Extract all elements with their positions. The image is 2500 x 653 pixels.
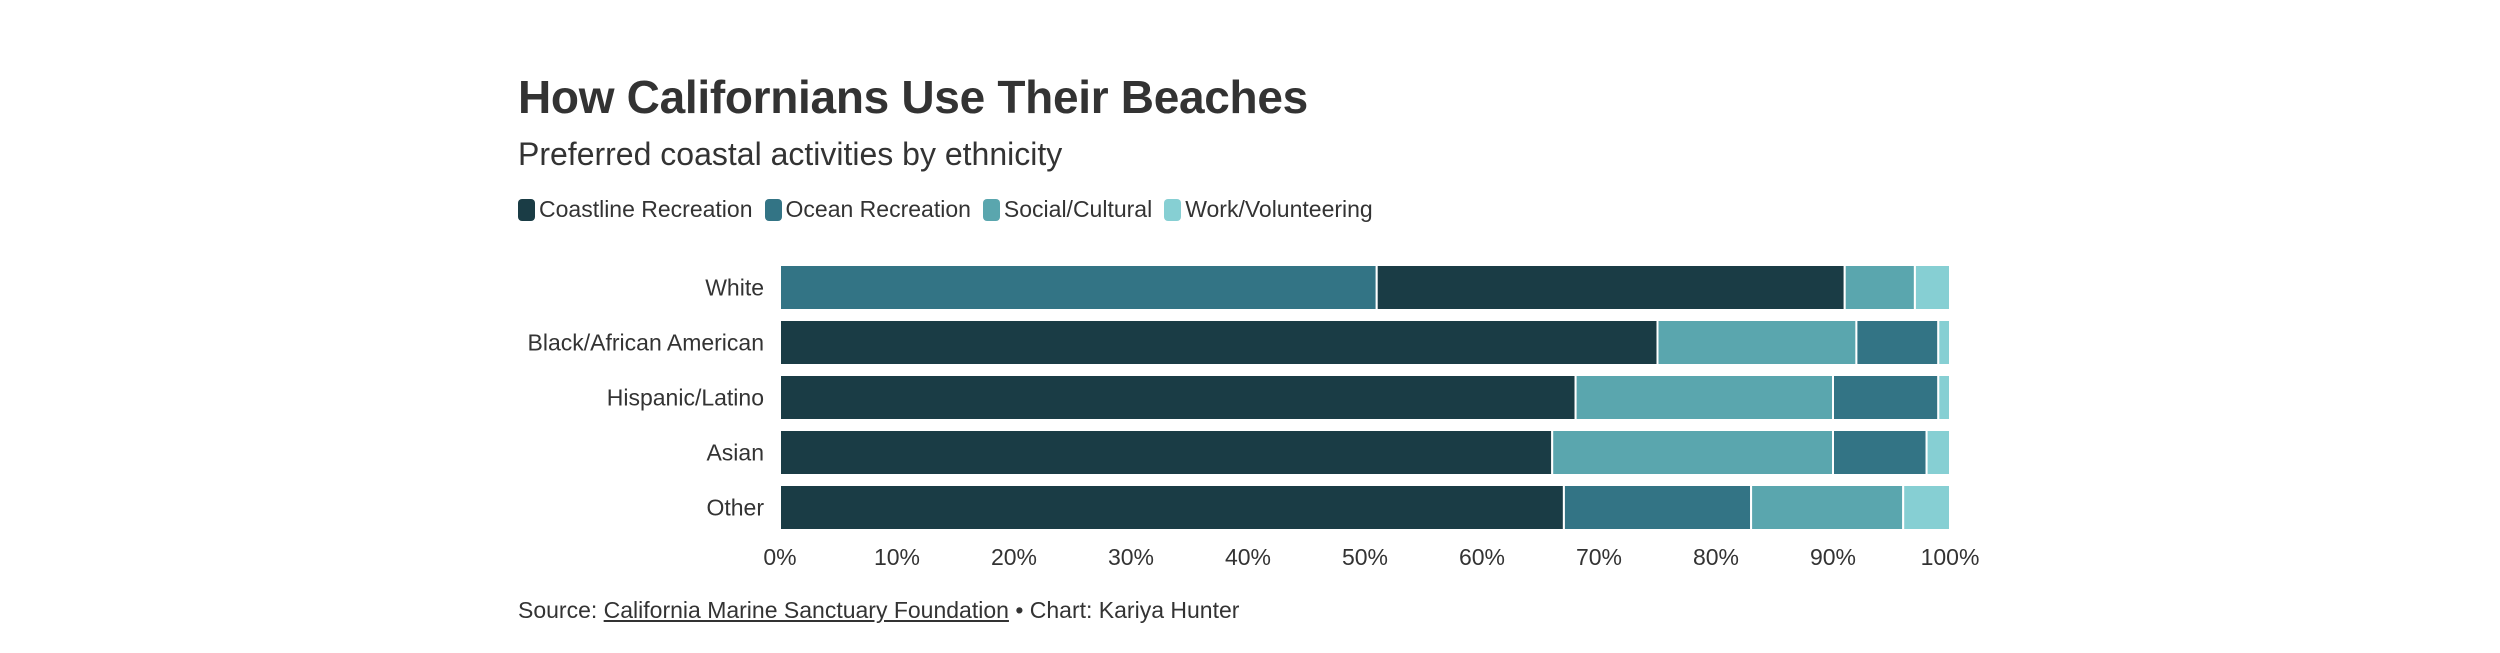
x-tick-label: 80%	[1693, 544, 1739, 570]
bar-segment	[1551, 429, 1834, 476]
bar-segment	[1937, 374, 1952, 421]
chart-title: How Californians Use Their Beaches	[518, 71, 1308, 123]
legend-item-coastline-recreation: Coastline Recreation	[518, 196, 753, 223]
bar-segment	[1843, 264, 1916, 311]
bar-segment	[1902, 484, 1951, 531]
x-tick-label: 20%	[991, 544, 1037, 570]
legend-swatch	[518, 198, 535, 221]
source-link[interactable]: California Marine Sanctuary Foundation	[603, 597, 1009, 623]
bar-segment	[779, 374, 1577, 421]
x-tick-label: 10%	[874, 544, 920, 570]
legend-swatch	[764, 198, 782, 221]
legend-swatch	[1164, 198, 1182, 221]
legend-swatch	[982, 198, 1000, 221]
bar-segment	[779, 319, 1659, 366]
bar-segment	[1656, 319, 1858, 366]
source-note: Source: California Marine Sanctuary Foun…	[518, 597, 1239, 624]
bar-segment	[1375, 264, 1846, 311]
bar-segment	[779, 264, 1378, 311]
category-label: Asian	[706, 440, 764, 466]
bar-segment	[1750, 484, 1905, 531]
stacked-bar-chart: White Black/African American Hispanic/Lati…	[528, 264, 1980, 570]
x-tick-label: 60%	[1459, 544, 1505, 570]
category-label: Other	[706, 495, 764, 521]
source-prefix: Source:	[518, 597, 604, 623]
bar-segment	[1562, 484, 1753, 531]
bar-segment	[1925, 429, 1951, 476]
legend-label: Work/Volunteering	[1185, 196, 1373, 222]
chart-credit: • Chart: Kariya Hunter	[1008, 597, 1240, 623]
legend-item-social-cultural: Social/Cultural	[982, 196, 1153, 223]
bar-segment	[779, 429, 1554, 476]
x-tick-label: 100%	[1921, 544, 1980, 570]
legend-item-ocean-recreation: Ocean Recreation	[764, 196, 971, 223]
bar-segment	[1855, 319, 1940, 366]
category-label: Hispanic/Latino	[607, 385, 764, 411]
bar-segment	[779, 484, 1565, 531]
legend-item-work-volunteering: Work/Volunteering	[1164, 196, 1373, 223]
category-label: White	[705, 275, 764, 301]
bar-segment	[1832, 374, 1940, 421]
legend-label: Coastline Recreation	[539, 196, 753, 222]
x-tick-label: 90%	[1810, 544, 1856, 570]
x-tick-label: 30%	[1108, 544, 1154, 570]
x-tick-label: 0%	[763, 544, 796, 570]
bar-segment	[1937, 319, 1952, 366]
legend-label: Ocean Recreation	[785, 196, 971, 222]
legend-label: Social/Cultural	[1003, 196, 1153, 222]
bar-segment	[1574, 374, 1834, 421]
chart-subtitle: Preferred coastal activities by ethnicit…	[518, 136, 1063, 172]
bar-segment	[1913, 264, 1952, 311]
x-tick-label: 40%	[1225, 544, 1271, 570]
x-tick-label: 70%	[1576, 544, 1622, 570]
bar-segment	[1832, 429, 1928, 476]
x-tick-label: 50%	[1342, 544, 1388, 570]
category-label: Black/African American	[528, 330, 764, 356]
legend: Coastline Recreation Ocean Recreation So…	[518, 196, 1385, 223]
